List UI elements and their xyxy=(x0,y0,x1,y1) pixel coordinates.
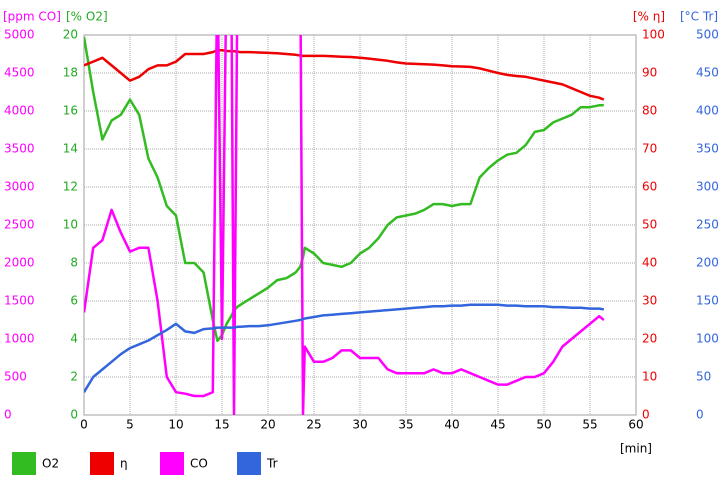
y-tick-label: 1500 xyxy=(4,294,35,308)
y-tick-label: 450 xyxy=(696,66,719,80)
y-tick-label: 12 xyxy=(63,180,78,194)
y-tick-label: 80 xyxy=(642,104,657,118)
x-tick-label: 25 xyxy=(306,418,321,432)
y-tick-label: 30 xyxy=(642,294,657,308)
x-tick-label: 45 xyxy=(490,418,505,432)
y-tick-label: 8 xyxy=(70,256,78,270)
series-line xyxy=(84,35,605,415)
y-tick-label: 4500 xyxy=(4,66,35,80)
y-tick-label: 500 xyxy=(4,370,27,384)
y-tick-label: 250 xyxy=(696,218,719,232)
legend-swatch xyxy=(237,452,261,475)
y-tick-label: 0 xyxy=(4,408,12,422)
y-axis-title: [ppm CO] xyxy=(3,10,61,24)
y-tick-label: 0 xyxy=(70,408,78,422)
x-tick-label: 20 xyxy=(260,418,275,432)
y-tick-label: 150 xyxy=(696,294,719,308)
x-tick-label: 30 xyxy=(352,418,367,432)
x-tick-label: 40 xyxy=(444,418,459,432)
y-tick-label: 100 xyxy=(642,28,665,42)
y-tick-label: 500 xyxy=(696,28,719,42)
legend-label: Tr xyxy=(266,457,278,471)
y-tick-label: 0 xyxy=(696,408,704,422)
legend-swatch xyxy=(160,452,184,475)
y-tick-label: 20 xyxy=(63,28,78,42)
series-line xyxy=(84,48,605,101)
plot-lines xyxy=(84,35,605,415)
series-line xyxy=(84,303,605,393)
y-tick-label: 50 xyxy=(696,370,711,384)
x-tick-label: 50 xyxy=(536,418,551,432)
y-tick-label: 40 xyxy=(642,256,657,270)
y-tick-label: 3500 xyxy=(4,142,35,156)
grid xyxy=(83,34,637,416)
y-tick-label: 350 xyxy=(696,142,719,156)
x-tick-label: 35 xyxy=(398,418,413,432)
y-tick-label: 10 xyxy=(63,218,78,232)
y-tick-label: 14 xyxy=(63,142,78,156)
y-axis-title: [% O2] xyxy=(66,10,108,24)
y-tick-label: 16 xyxy=(63,104,78,118)
y-tick-label: 2 xyxy=(70,370,78,384)
y-tick-label: 2500 xyxy=(4,218,35,232)
x-tick-label: 15 xyxy=(214,418,229,432)
x-tick-label: 5 xyxy=(126,418,134,432)
x-tick-label: 60 xyxy=(628,418,643,432)
y-tick-label: 6 xyxy=(70,294,78,308)
legend-label: O2 xyxy=(42,457,59,471)
y-tick-label: 4 xyxy=(70,332,78,346)
legend-label: CO xyxy=(190,457,208,471)
y-tick-label: 0 xyxy=(642,408,650,422)
y-tick-label: 3000 xyxy=(4,180,35,194)
y-tick-label: 400 xyxy=(696,104,719,118)
y-tick-label: 300 xyxy=(696,180,719,194)
x-tick-label: 55 xyxy=(582,418,597,432)
x-tick-label: 10 xyxy=(168,418,183,432)
y-tick-label: 20 xyxy=(642,332,657,346)
y-tick-label: 50 xyxy=(642,218,657,232)
legend-swatch xyxy=(12,452,36,475)
y-axis-title: [°C Tr] xyxy=(680,10,718,24)
y-tick-label: 18 xyxy=(63,66,78,80)
y-tick-label: 10 xyxy=(642,370,657,384)
x-tick-label: 0 xyxy=(80,418,88,432)
y-tick-label: 200 xyxy=(696,256,719,270)
x-axis-label: [min] xyxy=(620,442,652,456)
series-line xyxy=(84,36,604,343)
y-tick-label: 60 xyxy=(642,180,657,194)
y-tick-label: 100 xyxy=(696,332,719,346)
y-tick-label: 2000 xyxy=(4,256,35,270)
y-tick-label: 1000 xyxy=(4,332,35,346)
y-axis-title: [% η] xyxy=(633,10,665,24)
y-tick-label: 90 xyxy=(642,66,657,80)
legend-label: η xyxy=(120,457,128,471)
y-tick-label: 4000 xyxy=(4,104,35,118)
y-tick-label: 5000 xyxy=(4,28,35,42)
legend-swatch xyxy=(90,452,114,475)
y-tick-label: 70 xyxy=(642,142,657,156)
